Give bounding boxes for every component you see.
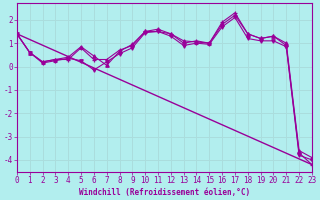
X-axis label: Windchill (Refroidissement éolien,°C): Windchill (Refroidissement éolien,°C): [79, 188, 250, 197]
